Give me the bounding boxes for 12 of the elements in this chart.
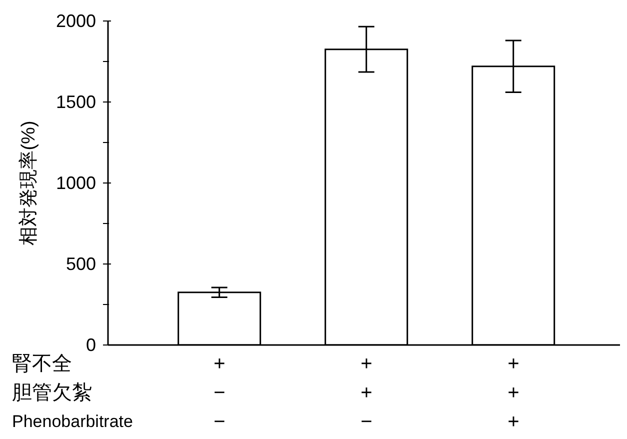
y-tick-label: 1500	[56, 92, 96, 112]
y-tick-label: 500	[66, 254, 96, 274]
y-tick-label: 0	[86, 335, 96, 355]
x-tick-label: + − −	[214, 353, 226, 433]
text: Phenobarbitrate	[12, 411, 133, 433]
x-tick-label: + + +	[508, 353, 520, 433]
y-tick-label: 2000	[56, 11, 96, 31]
text: 胆管欠紮	[12, 382, 92, 404]
y-axis-title: 相対発現率(%)	[18, 120, 40, 246]
text: 腎不全	[12, 353, 72, 375]
y-tick-label: 1000	[56, 173, 96, 193]
x-tick-label: + + −	[360, 353, 372, 433]
